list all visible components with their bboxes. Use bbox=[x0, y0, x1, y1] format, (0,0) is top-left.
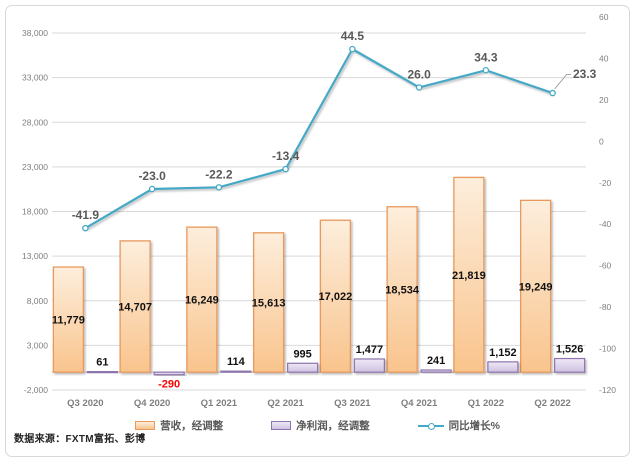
net-profit-bar bbox=[86, 371, 118, 374]
legend-item-label: 同比增长% bbox=[448, 420, 500, 432]
net-profit-bar-label: 114 bbox=[227, 356, 246, 368]
chart-legend: 营收，经调整 净利润，经调整 同比增长% bbox=[0, 418, 635, 433]
left-axis-tick-label: -2,000 bbox=[24, 385, 48, 395]
right-axis-tick-label: -120 bbox=[599, 385, 616, 395]
revenue-bar-label: 18,534 bbox=[385, 284, 420, 296]
net-profit-bar bbox=[420, 369, 452, 373]
growth-line-marker bbox=[82, 224, 89, 232]
right-axis-tick-label: 40 bbox=[599, 53, 609, 63]
revenue-bar bbox=[319, 219, 352, 373]
legend-item-label: 营收，经调整 bbox=[160, 420, 224, 432]
right-axis-tick-label: 20 bbox=[599, 95, 609, 105]
legend-line-marker-icon bbox=[427, 422, 435, 430]
net-profit-bar-label: 1,526 bbox=[556, 344, 584, 356]
right-axis-tick-label: 60 bbox=[599, 12, 609, 22]
left-axis-tick-label: 18,000 bbox=[22, 207, 48, 217]
x-axis-category-label: Q2 2021 bbox=[267, 398, 304, 409]
revenue-bar-label: 15,613 bbox=[252, 297, 286, 309]
right-axis-tick-label: 0 bbox=[599, 136, 604, 146]
net-profit-bar bbox=[153, 371, 185, 376]
growth-point-label: -41.9 bbox=[72, 208, 100, 222]
growth-line-marker bbox=[148, 185, 156, 193]
revenue-bar-label: 11,779 bbox=[52, 315, 85, 327]
growth-point-label: 44.5 bbox=[341, 29, 365, 43]
right-axis-tick-label: -40 bbox=[599, 219, 612, 229]
left-axis-tick-label: 23,000 bbox=[22, 162, 48, 172]
x-axis-category-label: Q4 2020 bbox=[134, 398, 170, 409]
revenue-bar bbox=[186, 226, 218, 373]
revenue-bar-label: 16,249 bbox=[185, 295, 219, 307]
net-profit-bar-label: -290 bbox=[158, 379, 180, 391]
left-axis-tick-label: 28,000 bbox=[22, 117, 48, 127]
left-axis-tick-label: 3,000 bbox=[27, 340, 49, 350]
growth-point-label: 34.3 bbox=[474, 50, 498, 64]
net-profit-bar bbox=[220, 370, 252, 373]
label-leader-line bbox=[554, 74, 571, 90]
growth-point-label: 26.0 bbox=[407, 67, 431, 81]
right-axis-tick-label: -20 bbox=[599, 178, 612, 188]
legend-item-yoy-growth: 同比增长% bbox=[417, 418, 500, 433]
revenue-bar-label: 14,707 bbox=[118, 302, 152, 314]
left-axis-tick-label: 13,000 bbox=[22, 251, 48, 261]
net-profit-bar-label: 61 bbox=[96, 357, 108, 369]
growth-line-marker bbox=[415, 84, 423, 91]
revenue-bar-label: 19,249 bbox=[519, 281, 553, 293]
growth-line-marker bbox=[549, 89, 556, 97]
net-profit-bar bbox=[353, 358, 385, 373]
growth-line bbox=[84, 48, 553, 230]
x-axis-category-label: Q3 2020 bbox=[67, 398, 103, 409]
net-profit-bar-label: 995 bbox=[293, 348, 311, 360]
growth-point-label: -22.2 bbox=[205, 167, 233, 181]
net-profit-bar bbox=[554, 357, 586, 373]
legend-line-swatch-icon bbox=[417, 422, 444, 430]
growth-line-marker bbox=[482, 67, 490, 74]
left-axis-tick-label: 38,000 bbox=[22, 28, 48, 38]
legend-item-net-profit: 净利润，经调整 bbox=[271, 418, 370, 433]
right-axis-tick-label: -60 bbox=[599, 261, 612, 271]
growth-line-marker bbox=[282, 165, 289, 173]
x-axis-category-label: Q1 2022 bbox=[468, 398, 504, 409]
revenue-bar bbox=[119, 240, 151, 373]
net-profit-bar bbox=[287, 362, 319, 373]
legend-item-revenue: 营收，经调整 bbox=[135, 418, 223, 433]
growth-point-label: -23.0 bbox=[138, 169, 166, 183]
legend-profit-swatch-icon bbox=[271, 421, 292, 430]
revenue-bar bbox=[386, 206, 418, 373]
left-axis-tick-label: 33,000 bbox=[22, 73, 48, 83]
net-profit-bar-label: 1,152 bbox=[489, 347, 517, 359]
source-note: 数据来源：FXTM富拓、彭博 bbox=[14, 434, 146, 445]
growth-point-label: -13.4 bbox=[272, 149, 300, 163]
revenue-bar-label: 17,022 bbox=[319, 291, 353, 303]
right-axis-tick-label: -80 bbox=[599, 302, 612, 312]
revenue-bar bbox=[52, 266, 85, 373]
x-axis-category-label: Q3 2021 bbox=[334, 398, 371, 409]
net-profit-bar bbox=[487, 361, 519, 373]
legend-revenue-swatch-icon bbox=[135, 421, 156, 430]
right-axis-tick-label: -100 bbox=[599, 344, 616, 354]
left-axis-tick-label: 8,000 bbox=[27, 296, 49, 306]
net-profit-bar-label: 241 bbox=[427, 355, 445, 367]
net-profit-bar-label: 1,477 bbox=[356, 344, 384, 356]
x-axis-category-label: Q2 2022 bbox=[534, 398, 570, 409]
x-axis-category-label: Q4 2021 bbox=[401, 398, 438, 409]
x-axis-category-label: Q1 2021 bbox=[201, 398, 238, 409]
revenue-bar bbox=[453, 176, 485, 373]
growth-point-label: 23.3 bbox=[573, 67, 597, 81]
revenue-bar bbox=[519, 199, 552, 373]
growth-line-marker bbox=[215, 184, 223, 191]
revenue-bar bbox=[252, 232, 285, 373]
growth-line-marker bbox=[349, 45, 356, 53]
legend-item-label: 净利润，经调整 bbox=[296, 420, 370, 432]
revenue-bar-label: 21,819 bbox=[452, 270, 486, 282]
